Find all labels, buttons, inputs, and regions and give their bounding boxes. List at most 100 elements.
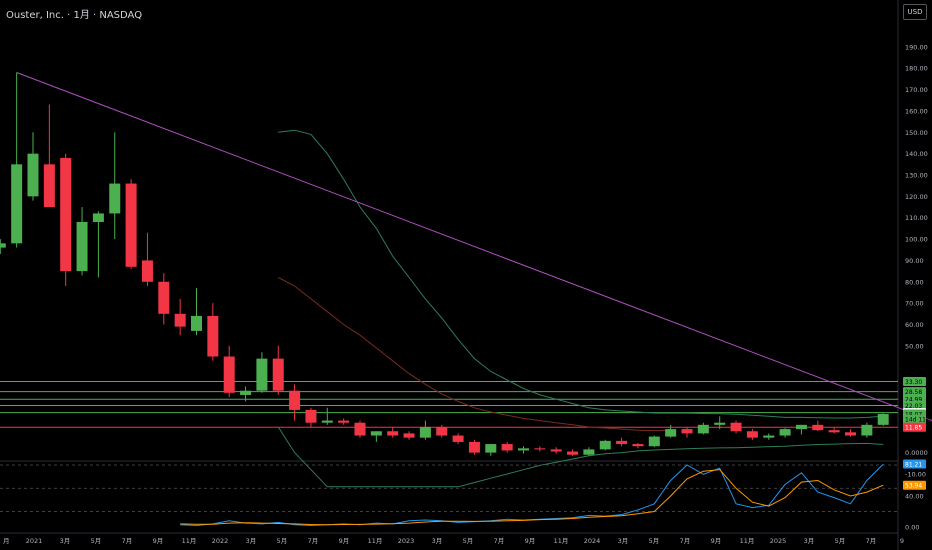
time-tick-label: 7月 [308,537,319,545]
candle-body [256,358,268,391]
candle-body [419,426,431,438]
time-tick-label: 5月 [277,537,288,545]
time-tick-label: 9月 [711,537,722,545]
price-tick-label: 170.00 [905,86,928,94]
candle-body [191,315,202,331]
rsi-ma-line [180,469,884,526]
rsi-line [180,463,884,527]
price-label-badge [903,376,926,386]
price-label-badge [903,387,926,397]
price-tick-label: 160.00 [905,107,928,115]
candle-body [485,444,497,453]
price-tick-label: -10.00 [905,470,926,478]
time-tick-label: 11月 [740,537,755,545]
candle-body [877,414,889,425]
candle-body [60,157,72,272]
time-tick-label: 9月 [339,537,350,545]
price-tick-label: 120.00 [905,193,928,201]
candle-body [370,431,382,436]
price-label-text: 28.58 [905,389,922,396]
candle-body [452,435,464,442]
band-lower-line [277,426,884,488]
time-tick-label: 9月 [153,537,164,545]
price-label-text: 22.03 [905,403,922,410]
price-label-text: 14d 11h [905,417,930,424]
price-label-badge [903,401,926,411]
candle-body [338,420,350,423]
trendline [16,72,932,422]
candle-body [468,441,480,453]
time-tick-label: 3月 [618,537,629,545]
candle-body [289,390,301,410]
candle-body [321,420,333,423]
time-tick-label: 3月 [804,537,815,545]
candle-body [681,429,693,434]
time-tick-label: 3月 [246,537,257,545]
candle-body [305,409,317,423]
price-axis[interactable]: 190.00 180.00 170.00 160.00 150.00 140.00 130.… [903,43,930,532]
rsi-pane [0,463,898,527]
indicator-lines [0,72,932,488]
price-tick-label: 100.00 [905,236,928,244]
time-tick-label: 7月 [122,537,133,545]
rsi-tick-label: 0.00 [905,524,919,532]
price-tick-label: 110.00 [905,214,928,222]
time-tick-label: 9 [900,537,904,545]
time-tick-label: 7月 [680,537,691,545]
currency-button[interactable]: USD [903,4,927,20]
candle-body [583,449,595,455]
price-tick-label: 0.0000 [905,449,928,457]
rsi-label-badge [903,480,926,490]
candle-body [550,449,562,452]
price-tick-label: 190.00 [905,43,928,51]
time-tick-label: 7月 [866,537,877,545]
candle-body [730,422,742,432]
candle-body [354,422,366,436]
candle-body [27,153,39,197]
price-tick-label: 60.00 [905,321,924,329]
candle-body [795,424,807,430]
candle-body [714,422,726,425]
candle-body [746,431,758,438]
time-tick-label: 月 [3,537,10,545]
time-tick-label: 3月 [60,537,71,545]
band-upper-line [278,129,884,419]
candle-body [845,432,856,436]
price-tick-label: 50.00 [905,342,924,350]
time-axis[interactable]: 月 2021 3月 5月 7月 9月 11月 2022 3月 5月 7月 9月 11月 2023 3月 5月 7… [3,537,904,545]
rsi-label-badge [903,459,926,469]
price-tick-label: 70.00 [905,300,924,308]
candle-body [534,448,546,450]
candle-body [518,448,529,451]
candle-body [632,444,644,447]
candle-body [174,313,186,327]
time-tick-label: 2021 [26,537,43,545]
candle-body [665,429,677,437]
candle-body [648,436,660,447]
price-label-text: 11.85 [905,425,922,432]
price-tick-label: 180.00 [905,65,928,73]
price-label-text: 24.99 [905,397,922,404]
candle-body [223,356,235,393]
rsi-label-text: 53.94 [905,482,922,489]
price-tick-label: 150.00 [905,129,928,137]
candle-body [11,164,23,244]
time-tick-label: 2023 [398,537,415,545]
candle-body [616,440,628,445]
time-tick-label: 9月 [525,537,536,545]
candle-body [43,164,55,208]
grid [0,0,899,550]
time-tick-label: 3月 [432,537,443,545]
time-tick-label: 11月 [554,537,569,545]
candle-body [141,260,153,282]
band-middle-line [278,277,671,432]
time-tick-label: 5月 [91,537,102,545]
candle-body [240,390,252,395]
time-tick-label: 2025 [770,537,787,545]
price-label-badge [903,414,926,424]
candle-body [76,221,88,272]
time-tick-label: 5月 [835,537,846,545]
price-tick-label: 90.00 [905,257,924,265]
candle-body [272,358,284,391]
